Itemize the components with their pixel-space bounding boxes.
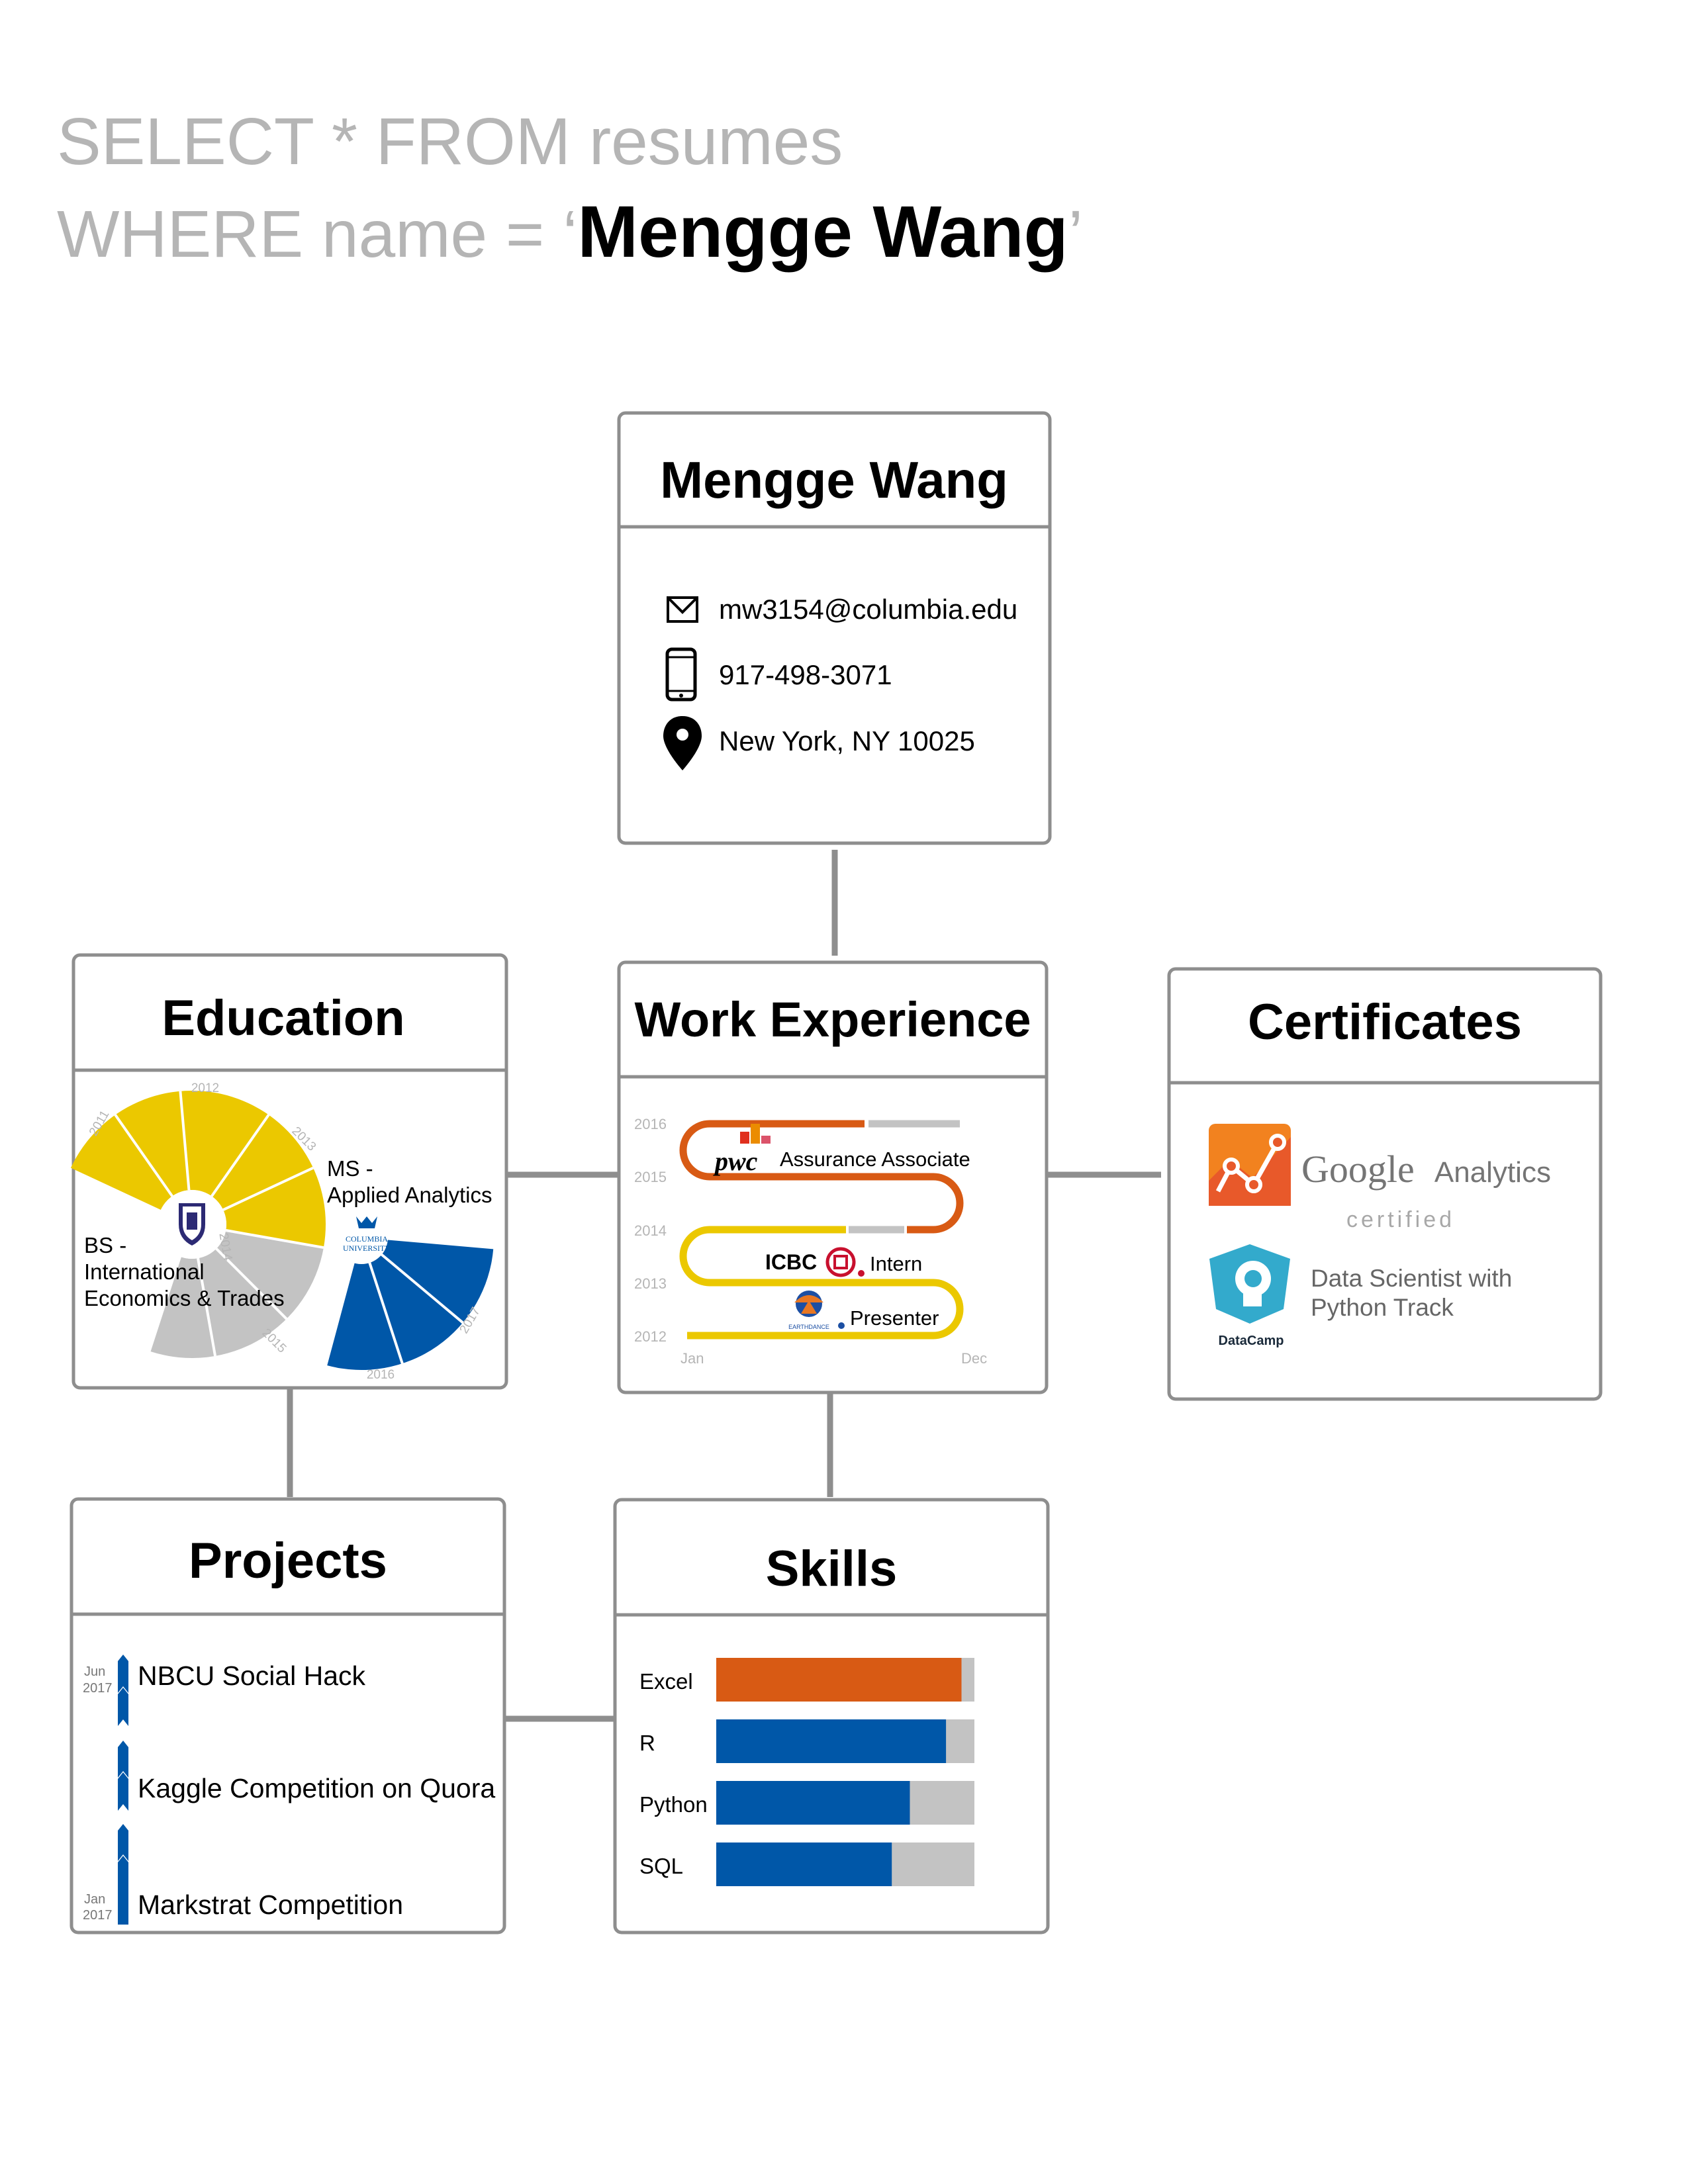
mail-icon [667,596,698,623]
work-month-dec: Dec [961,1350,987,1367]
contact-email[interactable]: mw3154@columbia.edu [719,594,1017,625]
university-seal-icon [179,1203,205,1246]
connectors [287,850,1161,1722]
columbia-logo-line1: COLUMBIA [346,1234,388,1244]
skill-bar [716,1719,947,1763]
year-divider [215,1248,288,1320]
analytics-word: Analytics [1434,1156,1551,1189]
google-word: Google [1301,1148,1415,1191]
year-divider [225,1229,324,1250]
year-divider [377,1251,464,1324]
pwc-logo-text: pwc [713,1146,758,1176]
year-divider [179,1091,191,1191]
certified-label: certified [1346,1207,1455,1232]
work-year-2015: 2015 [634,1169,667,1185]
datacamp-logo-text: DataCamp [1219,1334,1284,1348]
year-divider [197,1257,217,1357]
projects-card: Projects Jun 2017 Jan 2017 NBCU Social H… [70,1497,506,1934]
columbia-logo-line2: UNIVERSITY [343,1244,391,1253]
query-suffix: ’ [1068,197,1083,271]
ms-degree-label: MS - Applied Analytics [327,1156,492,1207]
skill-bar [716,1658,962,1702]
earthdance-logo: EARTHDANCE [788,1291,845,1330]
work-year-labels: 2016 2015 2014 2013 2012 [634,1116,667,1345]
project-item: Markstrat Competition [138,1889,403,1920]
query-line-1: SELECT * FROM resumes [57,105,843,179]
education-year-label: 2012 [191,1081,219,1095]
bs-period-arc [70,1090,326,1248]
icbc-logo-text: ICBC [765,1250,817,1274]
query-name: Mengge Wang [577,191,1068,273]
skill-label: R [639,1731,655,1755]
contact-phone[interactable]: 917-498-3071 [719,659,892,690]
skill-label: SQL [639,1854,683,1878]
google-analytics-wordmark: Google Analytics [1301,1148,1551,1191]
project-date-bottom: Jan 2017 [83,1892,113,1923]
skill-label: Python [639,1792,708,1817]
contact-card: Mengge Wang mw3154@columbia.edu 917-498-… [617,411,1052,845]
google-analytics-icon [1209,1124,1291,1206]
education-year-label: 2016 [367,1368,395,1382]
contact-location: New York, NY 10025 [719,725,975,756]
bs-degree-label: BS - International Economics & Trades [84,1233,285,1310]
datacamp-certificate: Data Scientist with Python Track [1311,1265,1519,1321]
location-pin-icon [663,716,702,770]
work-year-2013: 2013 [634,1275,667,1292]
work-timeline-path [679,1120,964,1340]
year-divider [211,1114,270,1197]
ms-period-arc [327,1239,494,1370]
icbc-logo: ICBC [765,1247,865,1277]
certificates-title: Certificates [1248,994,1522,1050]
projects-title: Projects [189,1533,387,1589]
year-divider [367,1258,404,1364]
earthdance-logo-text: EARTHDANCE [788,1324,829,1330]
work-title: Work Experience [634,992,1031,1047]
project-date-top: Jun 2017 [83,1664,113,1696]
query-prefix: WHERE name = ‘ [57,197,577,271]
year-divider [114,1114,173,1197]
contact-title: Mengge Wang [660,451,1008,509]
certificates-card: Certificates Google Analytics certified … [1167,967,1603,1401]
work-year-2014: 2014 [634,1222,667,1239]
earthdance-role: Presenter [850,1306,939,1330]
phone-icon [665,647,697,702]
skill-label: Excel [639,1669,693,1694]
gap-period-arc [150,1230,324,1358]
icbc-role: Intern [870,1252,922,1275]
pwc-role: Assurance Associate [780,1148,970,1171]
project-item: Kaggle Competition on Quora [138,1773,495,1803]
skills-card: Skills Excel R Python SQL [613,1498,1050,1934]
pwc-logo: pwc [713,1124,771,1176]
year-divider [222,1166,314,1211]
datacamp-icon: DataCamp [1209,1244,1290,1348]
education-title: Education [162,990,404,1046]
skills-title: Skills [766,1541,898,1597]
work-year-2016: 2016 [634,1116,667,1132]
work-month-jan: Jan [680,1350,704,1367]
skills-bar-chart: Excel R Python SQL [639,1658,974,1886]
work-experience-card: Work Experience 2016 2015 2014 2013 2012 [617,960,1049,1394]
skill-bar [716,1843,892,1886]
projects-timeline-bar [118,1655,128,1925]
query-line-2: WHERE name = ‘Mengge Wang’ [57,191,1083,273]
project-item: NBCU Social Hack [138,1661,366,1691]
columbia-logo: COLUMBIA UNIVERSITY [343,1216,391,1253]
work-year-2012: 2012 [634,1328,667,1345]
skill-bar [716,1781,910,1825]
